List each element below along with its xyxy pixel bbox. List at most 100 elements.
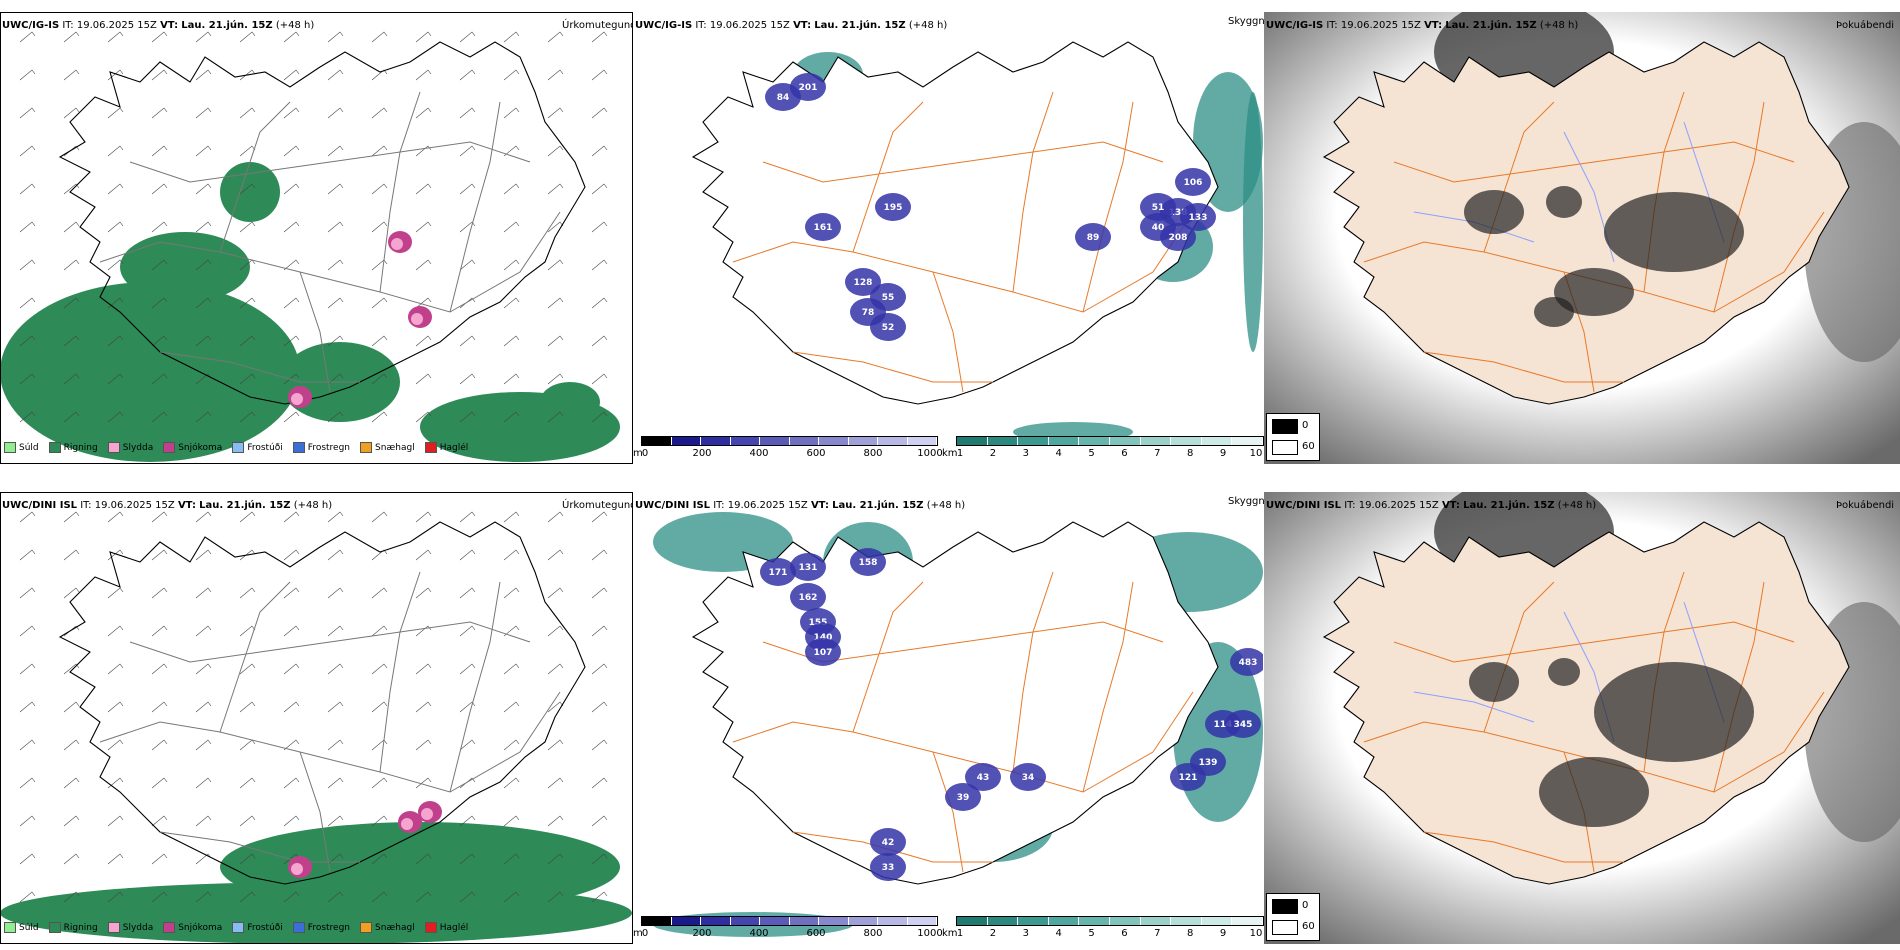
legend-label: Slydda (122, 442, 154, 453)
colorbar-tick: 600 (806, 928, 826, 939)
colorbar-tick: 200 (692, 928, 712, 939)
legend-swatch (4, 442, 16, 453)
legend-item: Frostúði (232, 442, 283, 453)
legend-item: Rigning (48, 442, 98, 453)
fog-map-svg (1264, 492, 1900, 944)
cloudbase-label: 483 (1239, 658, 1258, 668)
fog-map-top (1264, 12, 1900, 464)
colorbar-segment (878, 437, 908, 445)
legend-swatch (107, 442, 120, 453)
legend-item: Haglél (424, 442, 469, 453)
colorbar-segment (907, 437, 937, 445)
colorbar-tick: 1 (956, 928, 964, 939)
legend-swatch (232, 922, 245, 933)
cloudbase-label: 107 (814, 648, 833, 658)
colorbar-tick: 7 (1154, 928, 1161, 939)
colorbar-segment (957, 917, 988, 925)
legend-label: Haglél (439, 922, 469, 933)
cloudbase-label: 195 (884, 203, 903, 213)
legend-swatch (48, 922, 61, 933)
cloudbase-label: 89 (1087, 233, 1100, 243)
colorbar-segment (730, 437, 760, 445)
legend-label: Súld (19, 442, 39, 453)
legend-label: Frostúði (247, 442, 283, 453)
colorbar-tick: 5 (1088, 928, 1095, 939)
colorbar-segment (848, 437, 878, 445)
colorbar-strip (956, 436, 1264, 446)
cloudbase-label: 34 (1022, 773, 1035, 783)
legend-item: Snæhagl (360, 922, 415, 933)
colorbar-unit: km (942, 448, 958, 459)
legend-swatch (48, 442, 61, 453)
fog-low-label: 60 (1302, 921, 1315, 932)
legend-item: Slydda (107, 442, 154, 453)
colorbar-tick: 800 (863, 928, 883, 939)
cloudbase-label: 138 (1169, 208, 1188, 218)
colorbar-unit: m (633, 448, 643, 459)
colorbar-segment (1140, 437, 1172, 445)
colorbar-tick: 9 (1219, 928, 1227, 939)
fog-high-swatch (1272, 419, 1298, 434)
colorbar-tick: 1000 (917, 448, 943, 459)
colorbar-segment (760, 437, 790, 445)
colorbar-segment (642, 437, 672, 445)
legend-swatch (232, 442, 245, 453)
colorbar-segment (1171, 917, 1202, 925)
colorbar-tick: 2 (989, 928, 997, 939)
colorbar-segment (701, 437, 731, 445)
colorbar-segment (1171, 437, 1202, 445)
header-precip-bottom: UWC/DINI ISL IT: 19.06.2025 15Z VT: Lau.… (2, 500, 333, 511)
legend-swatch (360, 922, 373, 933)
cloudbase-label: 52 (882, 323, 895, 333)
cloudbase-label: 208 (1169, 233, 1188, 243)
colorbar-tick: 800 (863, 448, 883, 459)
cloudbase-label: 128 (854, 278, 873, 288)
cloudbase-label: 43 (977, 773, 990, 783)
legend-swatch (163, 922, 176, 933)
colorbar-segment (1109, 917, 1141, 925)
legend-label: Haglél (439, 442, 469, 453)
legend-label: Frostregn (307, 442, 351, 453)
legend-swatch (424, 442, 437, 453)
title-visibility-top: Skyggni (1228, 16, 1268, 27)
legend-item: Frostúði (232, 922, 283, 933)
fog-low-label: 60 (1302, 441, 1315, 452)
fog-high-label: 0 (1302, 900, 1309, 911)
colorbar-segment (789, 437, 819, 445)
cloudbase-label: 155 (809, 618, 828, 628)
colorbar-segment (1018, 437, 1049, 445)
colorbar-tick: 10 (1249, 448, 1263, 459)
cloudbase-label: 78 (862, 308, 875, 318)
colorbar-tick: 4 (1055, 928, 1062, 939)
cloudbase-label: 33 (882, 863, 895, 873)
colorbar-tick: 2 (989, 448, 997, 459)
visibility-colorbar-bottom: km 1 2 3 4 5 6 7 8 9 10 (942, 916, 1264, 942)
colorbar-unit: km (942, 928, 958, 939)
colorbar-tick: 400 (749, 448, 769, 459)
fog-legend-top: 0 60 (1266, 413, 1320, 461)
cloudbase-label: 39 (957, 793, 970, 803)
cloudbase-label: 171 (769, 568, 788, 578)
cloudbase-label: 162 (799, 593, 818, 603)
title-fog-top: Þokuábendi (1836, 20, 1895, 31)
header-precip-top: UWC/IG-IS IT: 19.06.2025 15Z VT: Lau. 21… (2, 20, 315, 31)
legend-item: Slydda (107, 922, 153, 933)
colorbar-tick: 0 (641, 448, 649, 459)
cloudbase-label: 139 (1199, 758, 1218, 768)
colorbar-segment (819, 437, 849, 445)
header-fog-bottom: UWC/DINI ISL IT: 19.06.2025 15Z VT: Lau.… (1266, 500, 1597, 511)
colorbar-tick: 0 (641, 928, 649, 939)
colorbar-segment (848, 917, 878, 925)
legend-swatch (360, 442, 373, 453)
colorbar-segment (987, 917, 1019, 925)
cloudbase-colorbar-top: m 0 200 400 600 800 1000 (633, 436, 943, 462)
colorbar-segment (1109, 437, 1141, 445)
colorbar-segment (1018, 917, 1049, 925)
legend-item: Snjókoma (163, 922, 222, 933)
legend-swatch (107, 922, 120, 933)
colorbar-strip (641, 436, 938, 446)
colorbar-segment (1048, 437, 1080, 445)
cloudbase-label: 345 (1234, 720, 1253, 730)
cloudbase-label: 114 (1214, 720, 1233, 730)
colorbar-tick: 7 (1154, 448, 1161, 459)
